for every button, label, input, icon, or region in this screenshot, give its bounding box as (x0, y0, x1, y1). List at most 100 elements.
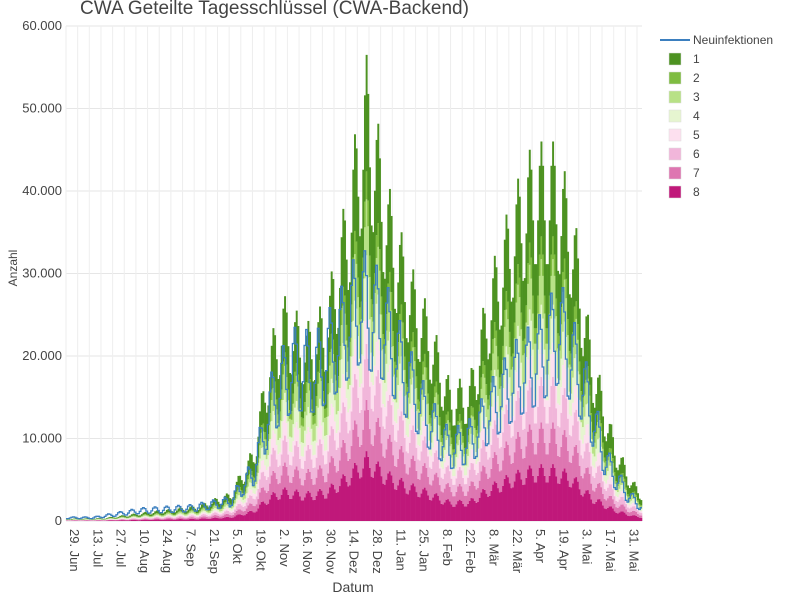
bar-segment-7 (325, 481, 328, 499)
bar-segment-7 (547, 454, 550, 483)
bar-segment-2 (335, 380, 338, 392)
bar-segment-1 (465, 423, 468, 449)
bar-segment-8 (625, 514, 628, 521)
bar-segment-4 (597, 439, 600, 454)
bar-segment-3 (423, 367, 426, 395)
bar-segment-6 (124, 519, 127, 520)
bar-segment-8 (332, 484, 335, 521)
bar-segment-2 (212, 505, 215, 507)
bar-segment-6 (219, 514, 222, 517)
bar-segment-2 (542, 254, 545, 276)
bar-segment-6 (304, 460, 307, 480)
bar-segment-5 (588, 435, 591, 453)
bar-segment-7 (503, 447, 506, 479)
bar-segment-3 (145, 515, 148, 517)
bar-segment-7 (360, 444, 363, 478)
bar-segment-5 (305, 433, 308, 451)
bar-segment-6 (465, 484, 468, 496)
bar-segment-6 (357, 397, 360, 437)
bar-segment-5 (565, 369, 568, 399)
bar-segment-7 (532, 442, 535, 476)
bar-segment-6 (487, 459, 490, 479)
bar-segment-5 (337, 430, 340, 448)
bar-segment-6 (382, 426, 385, 457)
bar-segment-8 (174, 519, 177, 521)
bar-segment-7 (332, 458, 335, 485)
bar-segment-3 (390, 310, 393, 348)
bar-segment-8 (563, 468, 566, 521)
bar-segment-7 (363, 410, 366, 458)
bar-segment-1 (220, 503, 223, 509)
bar-segment-6 (290, 465, 293, 483)
bar-segment-6 (214, 512, 217, 516)
bar-segment-3 (472, 416, 475, 435)
bar-segment-7 (137, 519, 140, 521)
bar-segment-8 (615, 513, 618, 521)
bar-segment-7 (510, 463, 513, 489)
bar-segment-1 (144, 511, 147, 515)
bar-segment-6 (618, 499, 621, 507)
bar-segment-1 (339, 287, 341, 347)
bar-segment-8 (142, 519, 145, 521)
bar-segment-2 (367, 200, 370, 227)
bar-segment-8 (567, 480, 570, 521)
bar-segment-3 (610, 454, 613, 466)
bar-segment-2 (155, 513, 158, 514)
bar-segment-8 (635, 515, 638, 521)
bar-segment-4 (140, 517, 143, 518)
bar-segment-1 (357, 196, 360, 278)
bar-segment-4 (190, 512, 193, 514)
bar-segment-8 (503, 478, 506, 521)
bar-segment-6 (517, 390, 520, 432)
bar-segment-6 (210, 514, 213, 517)
bar-segment-8 (199, 518, 202, 521)
bar-segment-7 (160, 519, 163, 520)
bar-segment-8 (358, 478, 361, 521)
bar-segment-1 (95, 518, 98, 520)
bar-segment-1 (325, 370, 328, 408)
bar-segment-5 (200, 513, 203, 515)
bar-segment-4 (185, 515, 188, 517)
bar-segment-2 (633, 491, 636, 494)
bar-segment-7 (297, 470, 300, 492)
bar-segment-4 (175, 515, 178, 517)
bar-segment-7 (192, 517, 195, 519)
bar-segment-5 (552, 342, 555, 377)
bar-segment-7 (625, 509, 628, 515)
bar-segment-6 (582, 458, 585, 479)
bar-segment-1 (402, 256, 405, 323)
bar-segment-3 (615, 484, 618, 491)
bar-segment-5 (144, 516, 147, 518)
bar-segment-8 (573, 478, 576, 521)
bar-segment-8 (552, 464, 555, 521)
bar-segment-6 (605, 490, 608, 501)
bar-segment-3 (199, 511, 202, 514)
bar-segment-3 (380, 314, 383, 351)
bar-segment-3 (205, 510, 208, 513)
bar-segment-1 (179, 507, 182, 511)
bar-segment-7 (304, 479, 307, 498)
bar-segment-4 (144, 515, 147, 517)
bar-segment-3 (618, 482, 621, 489)
bar-segment-1 (418, 361, 421, 402)
bar-segment-2 (597, 413, 600, 423)
bar-segment-6 (174, 517, 177, 519)
bar-segment-4 (252, 487, 255, 494)
bar-segment-8 (588, 493, 591, 521)
bar-segment-6 (305, 450, 308, 473)
bar-segment-4 (265, 459, 268, 471)
bar-segment-7 (395, 466, 398, 490)
bar-segment-2 (340, 308, 343, 326)
bar-segment-7 (145, 518, 148, 520)
bar-segment-2 (417, 399, 420, 410)
bar-segment-5 (488, 442, 491, 458)
x-tick-label: 8. Mär (487, 529, 502, 567)
bar-segment-4 (595, 448, 598, 462)
bar-segment-5 (513, 396, 516, 421)
bar-segment-8 (598, 499, 601, 521)
bar-segment-4 (197, 514, 200, 516)
bar-segment-7 (600, 487, 603, 502)
bar-segment-3 (523, 353, 526, 383)
bar-segment-1 (127, 516, 130, 518)
bar-segment-4 (478, 432, 481, 449)
